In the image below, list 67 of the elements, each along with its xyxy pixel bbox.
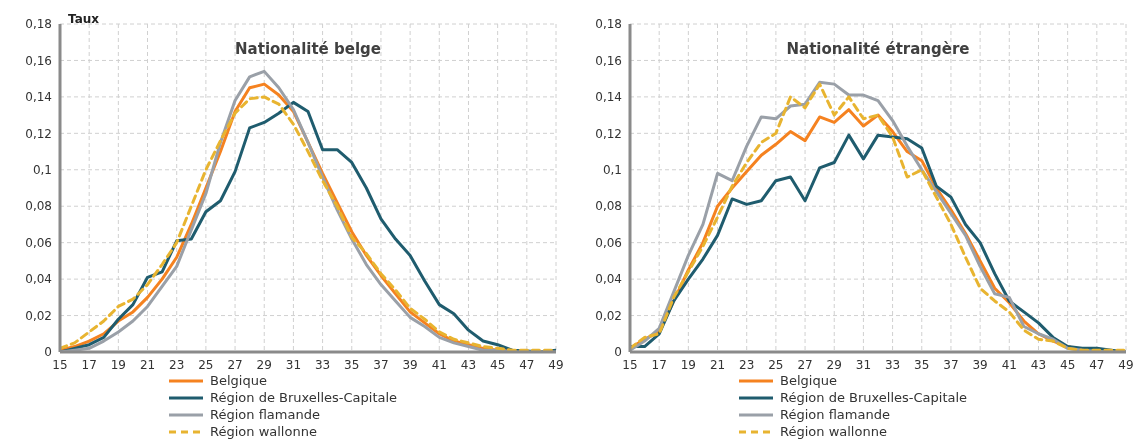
- x-tick-label: 31: [285, 357, 302, 372]
- x-tick-label: 27: [227, 357, 243, 372]
- x-tick-label: 41: [1001, 357, 1017, 372]
- x-tick-label: 35: [914, 357, 930, 372]
- y-tick-label: 0: [614, 345, 622, 360]
- x-tick-label: 17: [81, 357, 97, 372]
- x-tick-label: 15: [622, 357, 638, 372]
- y-tick-label: 0,04: [595, 272, 622, 287]
- y-tick-label: 0: [44, 345, 52, 360]
- y-tick-label: 0,06: [25, 235, 52, 250]
- x-tick-label: 29: [256, 357, 272, 372]
- y-tick-label: 0,02: [25, 308, 52, 323]
- y-tick-label: 0,18: [595, 17, 622, 32]
- x-tick-label: 49: [1118, 357, 1134, 372]
- x-tick-label: 49: [548, 357, 564, 372]
- x-tick-label: 15: [52, 357, 68, 372]
- text: Nationalité belge: [234, 40, 382, 58]
- x-tick-label: 25: [198, 357, 214, 372]
- x-tick-label: 45: [490, 357, 506, 372]
- legend-label: Région flamande: [210, 406, 320, 423]
- x-tick-label: 27: [797, 357, 813, 372]
- y-tick-label: 0,12: [595, 126, 622, 141]
- x-tick-label: 23: [169, 357, 185, 372]
- x-tick-label: 19: [680, 357, 696, 372]
- legend-label: Région de Bruxelles-Capitale: [780, 389, 968, 406]
- x-tick-label: 17: [651, 357, 667, 372]
- x-tick-label: 21: [709, 357, 726, 372]
- x-tick-label: 33: [314, 357, 331, 372]
- y-tick-label: 0,04: [25, 272, 52, 287]
- y-tick-label: 0,16: [25, 53, 52, 68]
- x-tick-label: 33: [884, 357, 901, 372]
- x-tick-label: 29: [826, 357, 842, 372]
- y-tick-label: 0,06: [595, 235, 622, 250]
- y-tick-label: 0,14: [595, 90, 622, 105]
- legend-label: Région de Bruxelles-Capitale: [210, 389, 398, 406]
- x-tick-label: 19: [110, 357, 126, 372]
- x-tick-label: 39: [402, 357, 418, 372]
- x-tick-label: 37: [373, 357, 389, 372]
- legend-label: Région wallonne: [210, 423, 317, 439]
- y-tick-label: 0,1: [32, 163, 52, 178]
- y-tick-label: 0,08: [595, 199, 622, 214]
- y-tick-label: 0,1: [602, 163, 622, 178]
- y-tick-label: 0,18: [25, 17, 52, 32]
- x-tick-label: 39: [972, 357, 988, 372]
- x-tick-label: 37: [943, 357, 959, 372]
- x-tick-label: 21: [139, 357, 156, 372]
- x-tick-label: 35: [344, 357, 360, 372]
- x-tick-label: 47: [1089, 357, 1105, 372]
- x-tick-label: 43: [460, 357, 477, 372]
- y-tick-label: 0,08: [25, 199, 52, 214]
- x-tick-label: 41: [431, 357, 447, 372]
- legend-label: Région wallonne: [780, 423, 887, 439]
- x-tick-label: 25: [768, 357, 784, 372]
- y-tick-label: 0,02: [595, 308, 622, 323]
- x-tick-label: 45: [1060, 357, 1076, 372]
- x-tick-label: 47: [519, 357, 535, 372]
- legend-label: Région flamande: [780, 406, 890, 423]
- x-tick-label: 23: [739, 357, 755, 372]
- y-tick-label: 0,14: [25, 90, 52, 105]
- x-tick-label: 31: [855, 357, 872, 372]
- text: Nationalité étrangère: [785, 40, 971, 58]
- x-tick-label: 43: [1030, 357, 1047, 372]
- legend-label: Belgique: [780, 372, 837, 389]
- y-tick-label: 0,16: [595, 53, 622, 68]
- legend-label: Belgique: [210, 372, 267, 389]
- y-axis-title: Taux: [68, 12, 100, 26]
- y-tick-label: 0,12: [25, 126, 52, 141]
